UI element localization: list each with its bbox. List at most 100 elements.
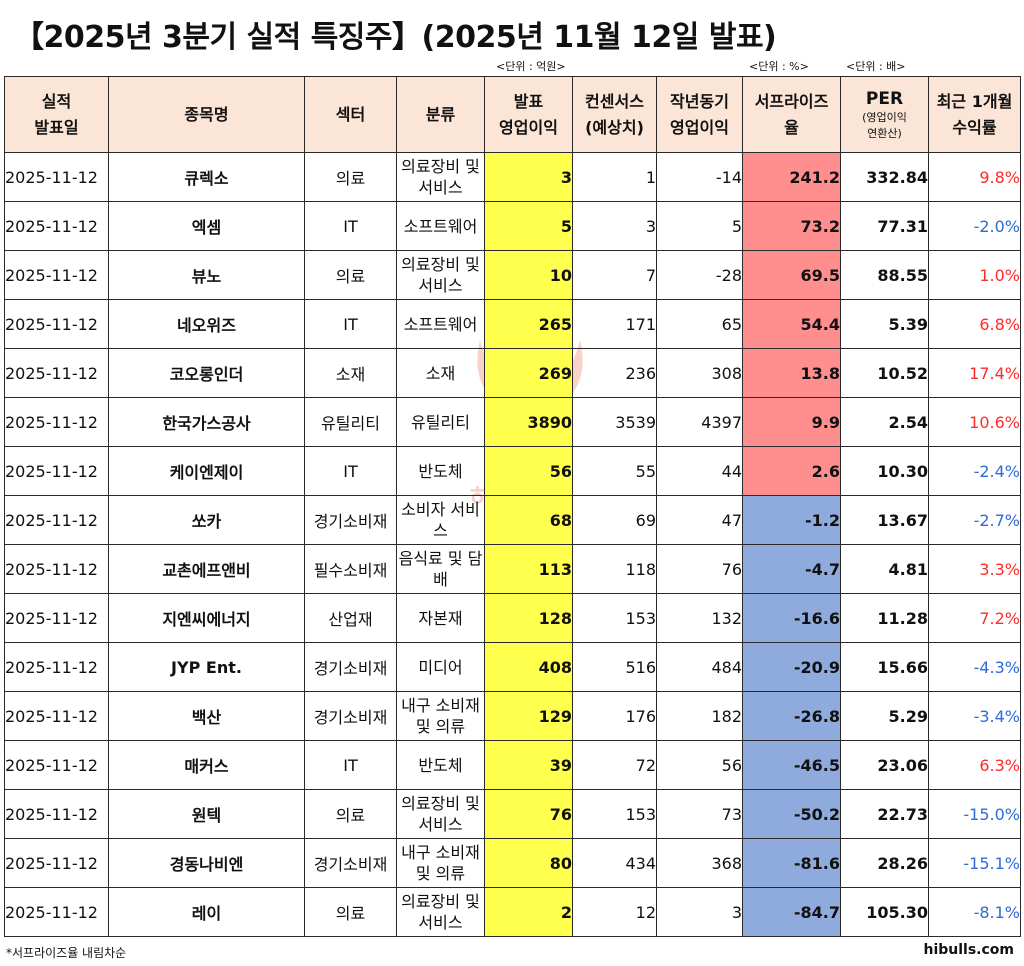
cell-classification: 반도체 [396, 446, 485, 496]
cell-company-name: 경동나비엔 [108, 838, 305, 888]
cell-per: 11.28 [840, 593, 929, 643]
cell-sector: 의료 [304, 789, 397, 839]
cell-classification: 반도체 [396, 740, 485, 790]
cell-yoy-op: 56 [656, 740, 743, 790]
cell-announced-op: 129 [484, 691, 573, 741]
cell-company-name: 백산 [108, 691, 305, 741]
cell-yoy-op: 4397 [656, 397, 743, 447]
cell-consensus: 3 [572, 201, 657, 251]
cell-per: 22.73 [840, 789, 929, 839]
cell-announced-op: 56 [484, 446, 573, 496]
cell-sector: 경기소비재 [304, 691, 397, 741]
cell-company-name: 뷰노 [108, 250, 305, 300]
cell-company-name: 코오롱인더 [108, 348, 305, 398]
table-row: 2025-11-12 쏘카 경기소비재 소비자 서비스 68 69 47 -1.2 13.67-… [4, 495, 1021, 545]
cell-return: 10.6% [928, 397, 1021, 447]
table-row: 2025-11-12 경동나비엔 경기소비재 내구 소비재 및 의류 80 434 368-… [4, 838, 1021, 888]
cell-per: 2.54 [840, 397, 929, 447]
cell-announced-op: 408 [484, 642, 573, 692]
table-row: 2025-11-12 뷰노 의료 의료장비 및 서비스 10 7 -28 69.5 88.55 1… [4, 250, 1021, 300]
cell-announced-op: 265 [484, 299, 573, 349]
cell-announced-op: 39 [484, 740, 573, 790]
cell-company-name: 교촌에프앤비 [108, 544, 305, 594]
cell-surprise: -20.9 [742, 642, 841, 692]
cell-consensus: 434 [572, 838, 657, 888]
cell-company-name: 큐렉소 [108, 152, 305, 202]
cell-return: -15.0% [928, 789, 1021, 839]
cell-yoy-op: -28 [656, 250, 743, 300]
cell-per: 15.66 [840, 642, 929, 692]
cell-sector: 경기소비재 [304, 642, 397, 692]
cell-date: 2025-11-12 [4, 348, 109, 398]
cell-date: 2025-11-12 [4, 838, 109, 888]
cell-surprise: -26.8 [742, 691, 841, 741]
cell-consensus: 516 [572, 642, 657, 692]
cell-return: -4.3% [928, 642, 1021, 692]
cell-announced-op: 3 [484, 152, 573, 202]
cell-surprise: -1.2 [742, 495, 841, 545]
cell-announced-op: 68 [484, 495, 573, 545]
cell-yoy-op: 5 [656, 201, 743, 251]
cell-yoy-op: 182 [656, 691, 743, 741]
cell-sector: 소재 [304, 348, 397, 398]
header-announced-op: 발표 영업이익 [484, 76, 573, 153]
cell-yoy-op: 132 [656, 593, 743, 643]
cell-consensus: 236 [572, 348, 657, 398]
cell-consensus: 118 [572, 544, 657, 594]
cell-consensus: 3539 [572, 397, 657, 447]
cell-classification: 의료장비 및 서비스 [396, 250, 485, 300]
cell-classification: 소비자 서비스 [396, 495, 485, 545]
cell-date: 2025-11-12 [4, 495, 109, 545]
cell-sector: 경기소비재 [304, 495, 397, 545]
cell-per: 332.84 [840, 152, 929, 202]
unit-label-per: <단위 : 배> [846, 60, 906, 73]
cell-announced-op: 76 [484, 789, 573, 839]
cell-sector: 의료 [304, 152, 397, 202]
cell-sector: IT [304, 446, 397, 496]
header-date: 실적 발표일 [4, 76, 109, 153]
cell-surprise: 2.6 [742, 446, 841, 496]
cell-date: 2025-11-12 [4, 789, 109, 839]
table-row: 2025-11-12 네오위즈 IT 소프트웨어 265 171 65 54.4 5.39 6.8… [4, 299, 1021, 349]
cell-sector: 의료 [304, 887, 397, 937]
header-name: 종목명 [108, 76, 305, 153]
cell-company-name: 엑셈 [108, 201, 305, 251]
cell-announced-op: 2 [484, 887, 573, 937]
cell-date: 2025-11-12 [4, 250, 109, 300]
cell-return: -2.4% [928, 446, 1021, 496]
cell-announced-op: 5 [484, 201, 573, 251]
cell-consensus: 171 [572, 299, 657, 349]
table-row: 2025-11-12 케이엔제이 IT 반도체 56 55 44 2.6 10.30 -2.4% [4, 446, 1021, 496]
cell-sector: 필수소비재 [304, 544, 397, 594]
header-surprise: 서프라이즈 율 [742, 76, 841, 153]
cell-consensus: 153 [572, 789, 657, 839]
cell-per: 10.52 [840, 348, 929, 398]
cell-date: 2025-11-12 [4, 299, 109, 349]
cell-announced-op: 10 [484, 250, 573, 300]
cell-company-name: 매커스 [108, 740, 305, 790]
cell-consensus: 69 [572, 495, 657, 545]
cell-company-name: 한국가스공사 [108, 397, 305, 447]
cell-consensus: 12 [572, 887, 657, 937]
cell-classification: 소프트웨어 [396, 299, 485, 349]
cell-classification: 내구 소비재 및 의류 [396, 691, 485, 741]
cell-announced-op: 80 [484, 838, 573, 888]
table-row: 2025-11-12 JYP Ent. 경기소비재 미디어 408 516 484 -20.9… [4, 642, 1021, 692]
cell-surprise: 9.9 [742, 397, 841, 447]
cell-announced-op: 269 [484, 348, 573, 398]
page-title: 【2025년 3분기 실적 특징주】(2025년 11월 12일 발표) [14, 20, 777, 55]
cell-return: 17.4% [928, 348, 1021, 398]
cell-surprise: -84.7 [742, 887, 841, 937]
cell-classification: 의료장비 및 서비스 [396, 789, 485, 839]
cell-date: 2025-11-12 [4, 152, 109, 202]
cell-company-name: 지엔씨에너지 [108, 593, 305, 643]
unit-label-operating-profit: <단위 : 억원> [496, 60, 566, 73]
cell-date: 2025-11-12 [4, 887, 109, 937]
footnote: *서프라이즈율 내림차순 [6, 946, 127, 960]
cell-consensus: 7 [572, 250, 657, 300]
cell-per: 4.81 [840, 544, 929, 594]
cell-yoy-op: 368 [656, 838, 743, 888]
cell-return: -8.1% [928, 887, 1021, 937]
cell-per: 10.30 [840, 446, 929, 496]
cell-surprise: -46.5 [742, 740, 841, 790]
